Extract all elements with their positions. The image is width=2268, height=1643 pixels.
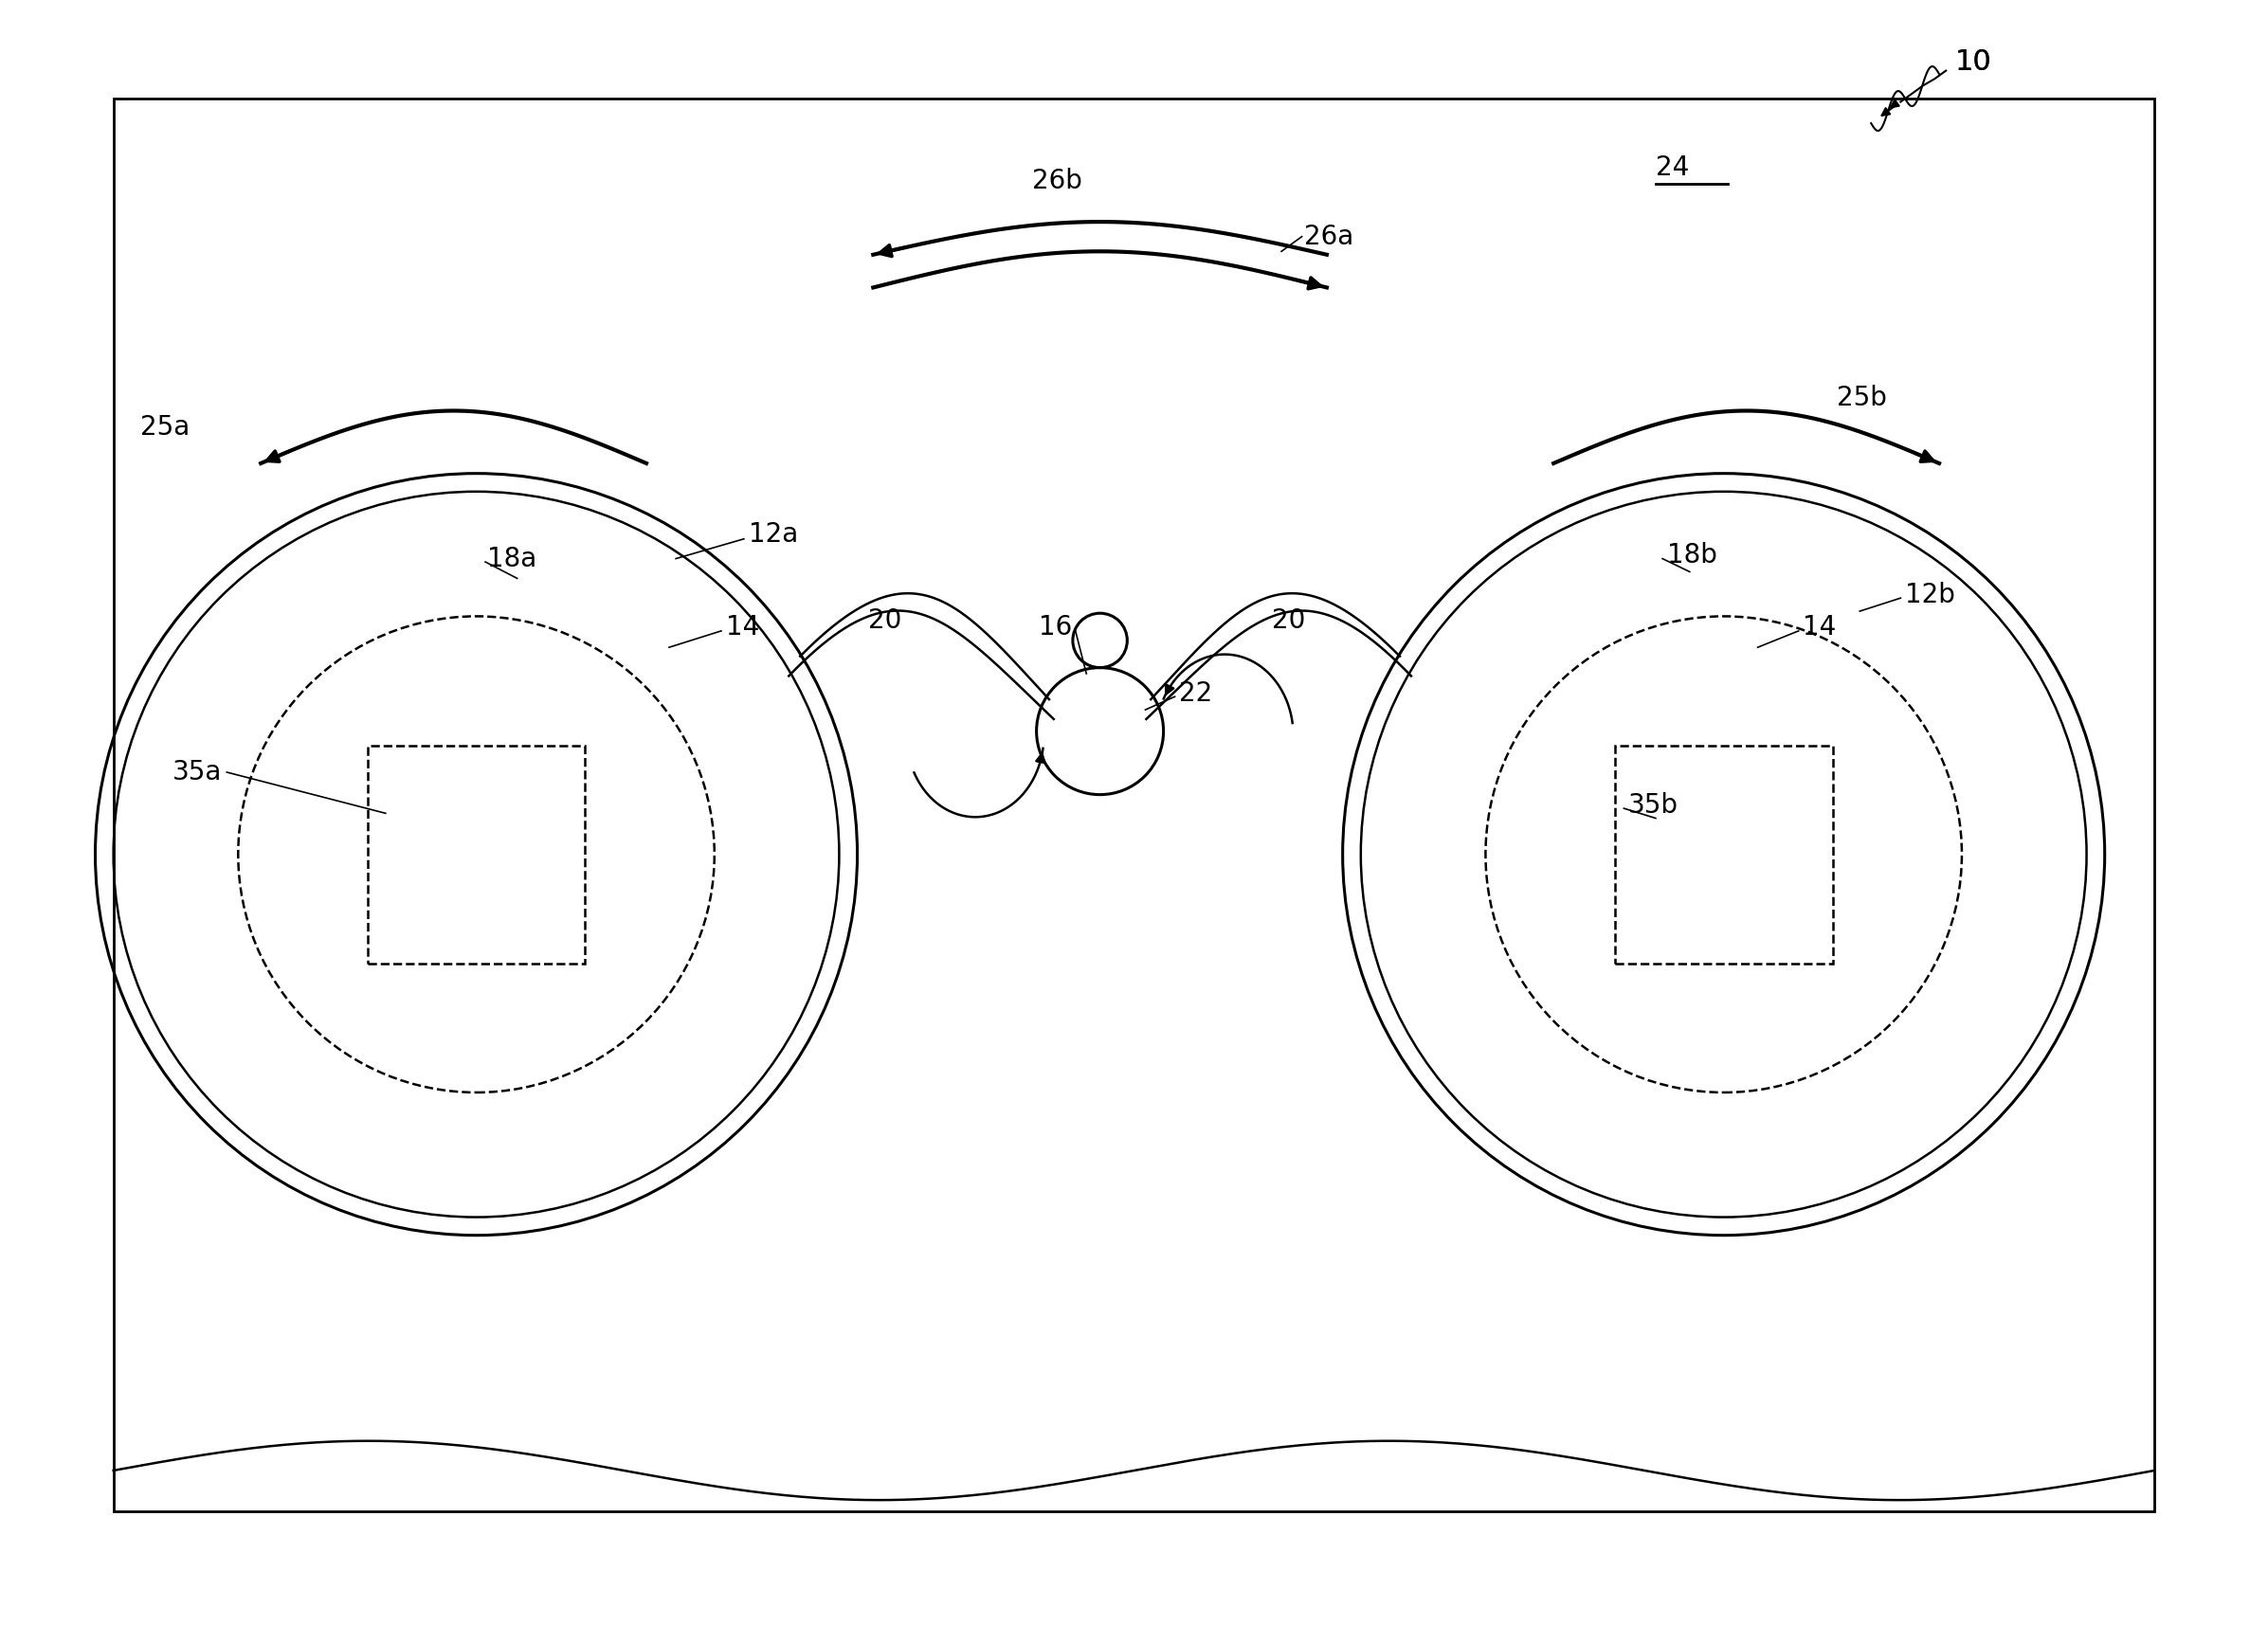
- Text: 35b: 35b: [1628, 792, 1678, 818]
- Text: 25a: 25a: [141, 414, 191, 440]
- Text: 24: 24: [1656, 154, 1690, 181]
- Text: 14: 14: [1803, 614, 1837, 641]
- Text: 16: 16: [1039, 614, 1073, 641]
- Text: 12a: 12a: [748, 521, 798, 547]
- Text: 22: 22: [1179, 680, 1213, 706]
- Text: 35a: 35a: [172, 759, 222, 785]
- Text: 20: 20: [1272, 608, 1304, 634]
- Text: 26a: 26a: [1304, 223, 1354, 250]
- Bar: [367, 746, 585, 963]
- Text: 10: 10: [1955, 49, 1991, 76]
- Text: 12b: 12b: [1905, 582, 1955, 608]
- Text: 25b: 25b: [1837, 384, 1887, 411]
- Text: 18a: 18a: [488, 545, 538, 572]
- Text: 26b: 26b: [1032, 168, 1082, 194]
- Text: 10: 10: [1955, 49, 1991, 76]
- FancyBboxPatch shape: [113, 99, 2155, 1512]
- Bar: [1615, 746, 1833, 963]
- Text: 20: 20: [869, 608, 900, 634]
- Text: 18b: 18b: [1667, 542, 1717, 568]
- Text: 14: 14: [726, 614, 760, 641]
